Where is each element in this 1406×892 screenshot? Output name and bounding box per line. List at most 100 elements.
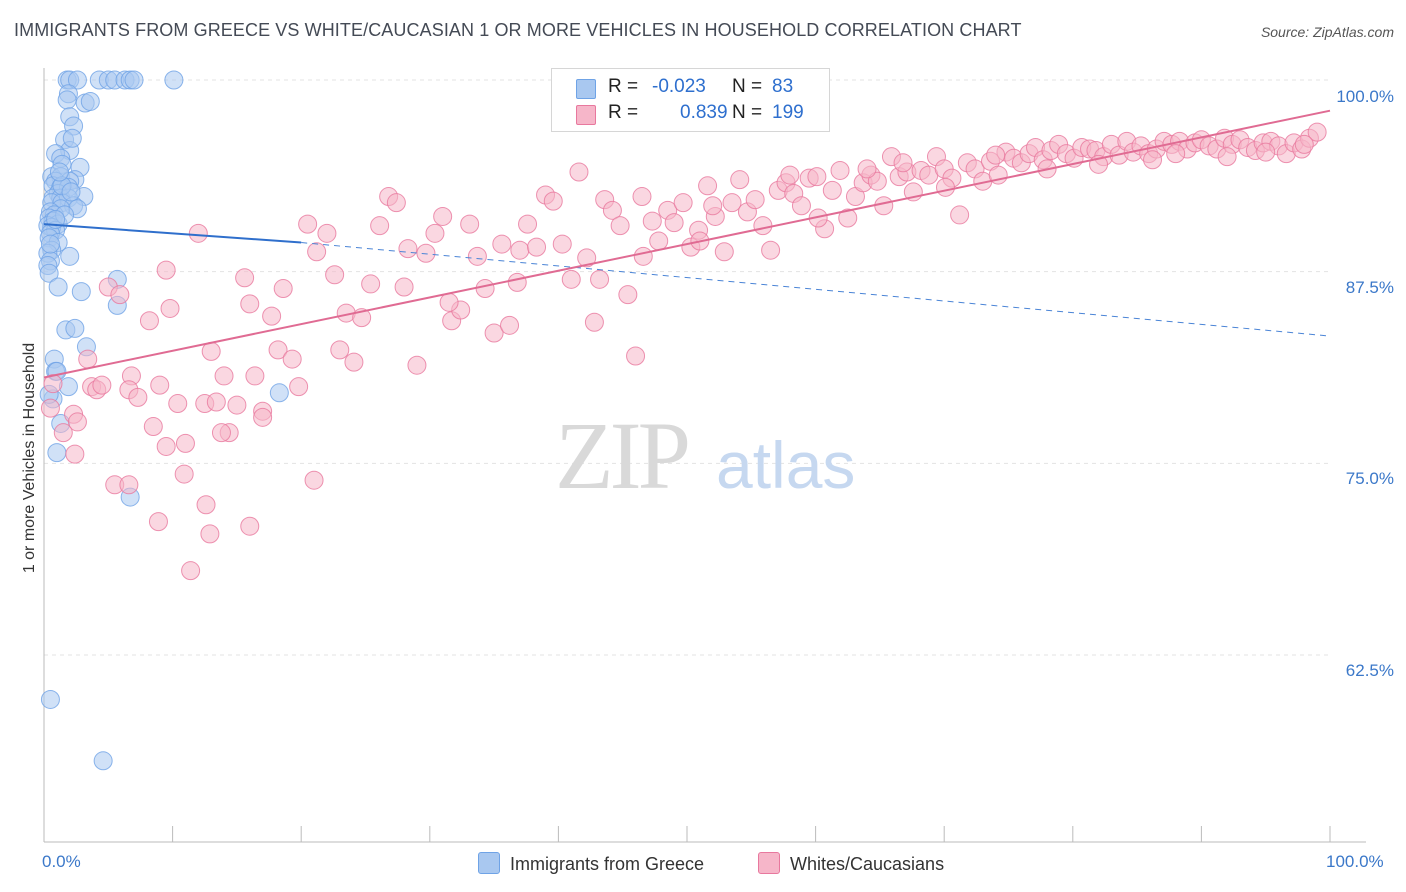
data-point xyxy=(240,516,260,536)
data-point xyxy=(492,234,512,254)
data-point xyxy=(986,145,1006,165)
data-point xyxy=(128,387,148,407)
data-point xyxy=(398,239,418,259)
data-point xyxy=(307,242,327,262)
data-point xyxy=(590,269,610,289)
data-point xyxy=(196,495,216,515)
trend-layer xyxy=(43,109,1331,379)
data-point xyxy=(57,90,77,110)
data-point xyxy=(304,470,324,490)
data-point xyxy=(289,377,309,397)
trend-line xyxy=(43,109,1331,379)
data-point xyxy=(433,206,453,226)
data-point xyxy=(317,223,337,243)
data-point xyxy=(78,349,98,369)
data-point xyxy=(150,375,170,395)
data-point xyxy=(761,240,781,260)
data-point xyxy=(47,443,67,463)
trend-line-extension xyxy=(301,242,1331,337)
legend-label: Immigrants from Greece xyxy=(510,854,705,874)
data-point xyxy=(475,279,495,299)
watermark: ZIP atlas xyxy=(555,402,855,509)
grid-lines xyxy=(44,79,1330,656)
data-point xyxy=(602,200,622,220)
data-point xyxy=(67,412,87,432)
y-tick-label: 75.0% xyxy=(1345,469,1394,488)
data-point xyxy=(552,234,572,254)
chart-title: IMMIGRANTS FROM GREECE VS WHITE/CAUCASIA… xyxy=(14,20,1022,40)
data-point xyxy=(867,171,887,191)
legend-swatch xyxy=(576,105,596,125)
data-point xyxy=(1217,147,1237,167)
data-point xyxy=(227,395,247,415)
data-point xyxy=(53,423,73,443)
data-point xyxy=(1166,144,1186,164)
legend-swatch xyxy=(478,852,500,874)
data-point xyxy=(673,193,693,213)
data-point xyxy=(610,216,630,236)
data-point xyxy=(484,323,504,343)
y-tick-label: 100.0% xyxy=(1336,87,1394,106)
legend-n-value: 83 xyxy=(772,76,794,97)
data-point xyxy=(830,160,850,180)
data-point xyxy=(143,417,163,437)
data-point xyxy=(460,214,480,234)
data-point xyxy=(386,193,406,213)
data-point xyxy=(527,237,547,257)
data-point xyxy=(1307,122,1327,142)
data-point xyxy=(822,180,842,200)
data-point xyxy=(40,398,60,418)
data-point xyxy=(273,279,293,299)
data-point xyxy=(282,349,302,369)
data-point xyxy=(262,306,282,326)
data-point xyxy=(80,91,100,111)
data-point xyxy=(240,294,260,314)
data-point xyxy=(40,689,60,709)
data-point xyxy=(211,423,231,443)
data-point xyxy=(269,383,289,403)
data-point xyxy=(370,216,390,236)
data-point xyxy=(156,260,176,280)
data-point xyxy=(1143,150,1163,170)
data-point xyxy=(40,234,60,254)
series-layer xyxy=(38,70,1327,771)
data-point xyxy=(584,312,604,332)
data-point xyxy=(714,242,734,262)
data-point xyxy=(649,231,669,251)
data-point xyxy=(618,285,638,305)
data-point xyxy=(325,265,345,285)
data-point xyxy=(753,216,773,236)
trend-line xyxy=(43,223,302,244)
y-tick-label: 62.5% xyxy=(1345,661,1394,680)
data-point xyxy=(253,407,273,427)
data-point xyxy=(160,298,180,318)
legend-swatch xyxy=(576,79,596,99)
data-point xyxy=(857,159,877,179)
data-point xyxy=(60,246,80,266)
data-point xyxy=(633,246,653,266)
data-point xyxy=(1294,134,1314,154)
legend-swatch xyxy=(758,852,780,874)
y-tick-label: 87.5% xyxy=(1345,278,1394,297)
data-point xyxy=(722,193,742,213)
legend-n-label: N = xyxy=(732,76,763,97)
data-point xyxy=(61,182,81,202)
stats-legend: R = -0.023 N = 83 R = 0.839 N = 199 xyxy=(551,68,830,132)
y-axis-label: 1 or more Vehicles in Household xyxy=(21,342,38,574)
data-point xyxy=(174,464,194,484)
data-point xyxy=(425,223,445,243)
data-point xyxy=(561,269,581,289)
data-point xyxy=(439,292,459,312)
series-legend: Immigrants from Greece Whites/Caucasians xyxy=(0,852,1406,878)
data-point xyxy=(407,355,427,375)
data-point xyxy=(569,162,589,182)
legend-r-value: 0.839 xyxy=(680,102,728,123)
series-whites xyxy=(40,122,1327,581)
source-note: Source: ZipAtlas.com xyxy=(1260,24,1394,40)
data-point xyxy=(110,285,130,305)
data-point xyxy=(626,346,646,366)
data-point xyxy=(49,162,69,182)
x-tick-label: 100.0% xyxy=(1326,852,1384,871)
data-point xyxy=(632,187,652,207)
